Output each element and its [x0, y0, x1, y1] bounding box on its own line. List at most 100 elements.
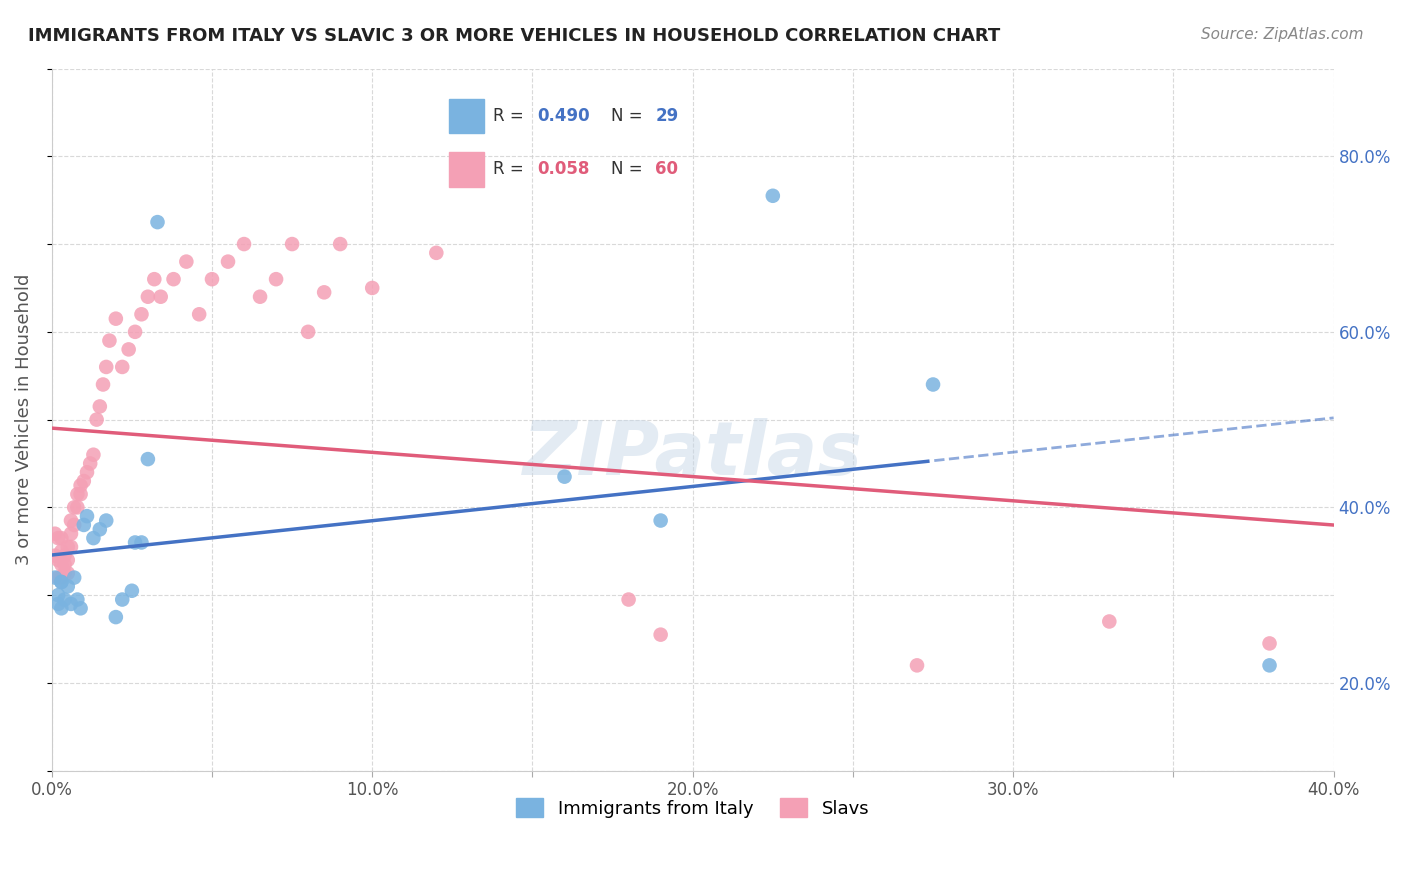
Point [89, 400, 111, 414]
Point [44, 526, 66, 541]
Point [136, 290, 159, 304]
Text: ZIPatlas: ZIPatlas [523, 418, 863, 491]
Point [188, 307, 211, 321]
Point [118, 343, 141, 357]
Point [1258, 636, 1281, 650]
Point [56, 553, 79, 567]
Point [63, 571, 86, 585]
Point [56, 566, 79, 581]
Point [51, 571, 73, 585]
Point [146, 215, 169, 229]
Text: N =: N = [612, 161, 648, 178]
Point [59, 597, 82, 611]
Point [650, 627, 672, 641]
Point [136, 452, 159, 467]
Point [53, 592, 76, 607]
Point [143, 272, 166, 286]
Point [73, 474, 96, 488]
Point [63, 500, 86, 515]
Point [53, 566, 76, 581]
Point [162, 272, 184, 286]
Bar [449, 152, 484, 186]
Point [922, 377, 945, 392]
Point [59, 514, 82, 528]
Point [76, 465, 98, 479]
Text: R =: R = [494, 161, 529, 178]
Legend: Immigrants from Italy, Slavs: Immigrants from Italy, Slavs [509, 791, 876, 825]
Text: R =: R = [494, 107, 529, 125]
Point [53, 558, 76, 572]
Point [82, 448, 104, 462]
Point [86, 412, 108, 426]
Point [762, 188, 785, 202]
Point [1098, 615, 1121, 629]
Point [91, 377, 114, 392]
Point [51, 601, 73, 615]
Text: N =: N = [612, 107, 648, 125]
Point [104, 311, 127, 326]
Point [264, 272, 287, 286]
Point [121, 583, 143, 598]
Point [46, 597, 69, 611]
Point [66, 592, 89, 607]
Point [96, 359, 118, 374]
Point [361, 281, 384, 295]
Point [46, 531, 69, 545]
Point [56, 579, 79, 593]
Y-axis label: 3 or more Vehicles in Household: 3 or more Vehicles in Household [15, 274, 32, 566]
Point [176, 254, 198, 268]
Point [104, 610, 127, 624]
Point [59, 526, 82, 541]
Point [89, 522, 111, 536]
Bar [449, 99, 484, 134]
Point [131, 307, 153, 321]
Point [217, 254, 239, 268]
Text: IMMIGRANTS FROM ITALY VS SLAVIC 3 OR MORE VEHICLES IN HOUSEHOLD CORRELATION CHAR: IMMIGRANTS FROM ITALY VS SLAVIC 3 OR MOR… [28, 27, 1001, 45]
Point [53, 549, 76, 563]
Point [201, 272, 224, 286]
Point [98, 334, 121, 348]
Text: Source: ZipAtlas.com: Source: ZipAtlas.com [1201, 27, 1364, 42]
Point [66, 500, 89, 515]
Point [281, 237, 304, 252]
Point [51, 531, 73, 545]
Point [111, 359, 134, 374]
Point [63, 517, 86, 532]
Point [51, 574, 73, 589]
Point [131, 535, 153, 549]
Point [44, 549, 66, 563]
Point [51, 574, 73, 589]
Point [46, 553, 69, 567]
Point [56, 540, 79, 554]
Point [69, 487, 91, 501]
Point [69, 601, 91, 615]
Point [96, 514, 118, 528]
Point [233, 237, 256, 252]
Point [66, 487, 89, 501]
Text: 60: 60 [655, 161, 679, 178]
Point [249, 290, 271, 304]
Point [46, 571, 69, 585]
Point [553, 469, 575, 483]
Point [76, 509, 98, 524]
Point [82, 531, 104, 545]
Point [51, 544, 73, 558]
Point [59, 540, 82, 554]
Point [425, 245, 447, 260]
Point [314, 285, 336, 300]
Point [905, 658, 928, 673]
Point [73, 517, 96, 532]
Text: 29: 29 [655, 107, 679, 125]
Point [149, 290, 172, 304]
Point [51, 558, 73, 572]
Point [79, 457, 101, 471]
Point [124, 325, 146, 339]
Point [650, 514, 672, 528]
Point [69, 478, 91, 492]
Text: 0.058: 0.058 [537, 161, 589, 178]
Point [297, 325, 319, 339]
Point [111, 592, 134, 607]
Point [44, 571, 66, 585]
Point [1258, 658, 1281, 673]
Point [46, 588, 69, 602]
